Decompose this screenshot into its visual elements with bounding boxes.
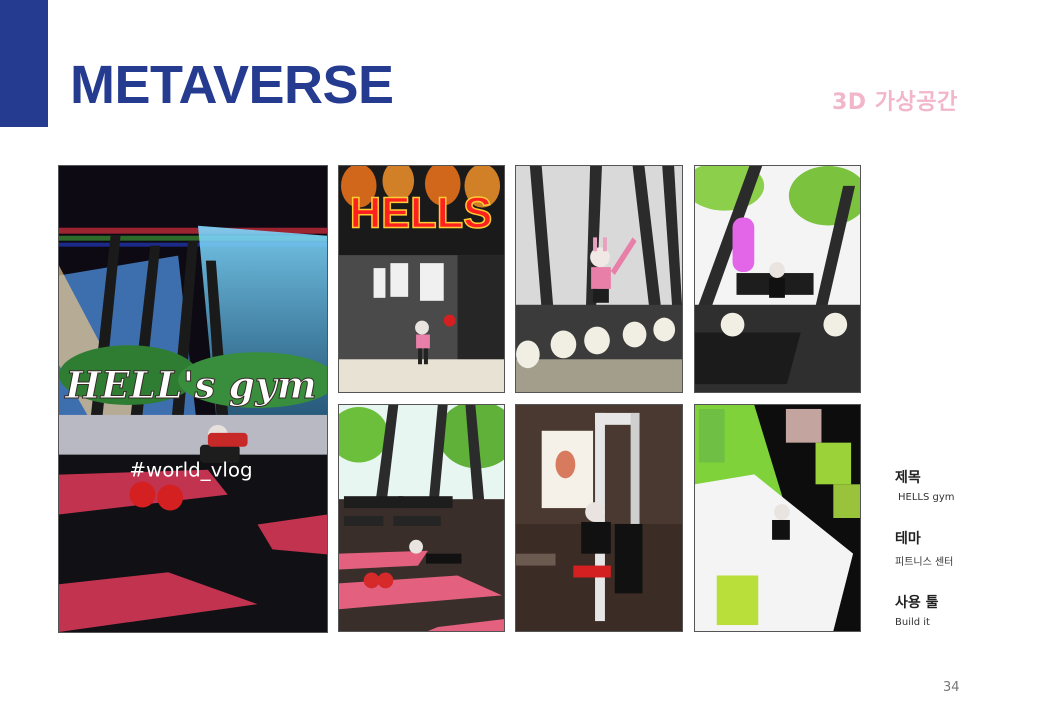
page-number: 34 [943,680,960,695]
info-theme-label: 테마 [895,531,921,547]
gallery-image-main: HELL's gym #world_vlog [58,165,328,633]
accent-bar [0,0,48,127]
info-title: 제목 HELLS gym [895,467,955,503]
gallery-image-gym-entrance: HELLS [338,165,505,393]
info-title-label: 제목 [895,470,921,486]
gallery-image-gym-machine [515,404,683,632]
gallery-image-treadmill [694,165,861,393]
info-tool: 사용 툴 Build it [895,592,939,628]
info-theme-value: 피트니스 센터 [895,557,954,568]
page-title: METAVERSE [70,55,394,115]
info-title-value: HELLS gym [898,492,955,503]
hells-sign: HELLS [350,189,492,237]
info-theme: 테마 피트니스 센터 [895,528,953,568]
page-subtitle: 3D 가상공간 [832,90,958,115]
gallery-image-avatar-pose [515,165,683,393]
gallery-image-green-field [694,404,861,632]
main-overlay-title: HELL's gym [64,363,316,407]
gallery-image-yoga-mat [338,404,505,632]
info-tool-label: 사용 툴 [895,595,939,611]
main-overlay-tag: #world_vlog [129,459,252,482]
info-tool-value: Build it [895,617,930,628]
